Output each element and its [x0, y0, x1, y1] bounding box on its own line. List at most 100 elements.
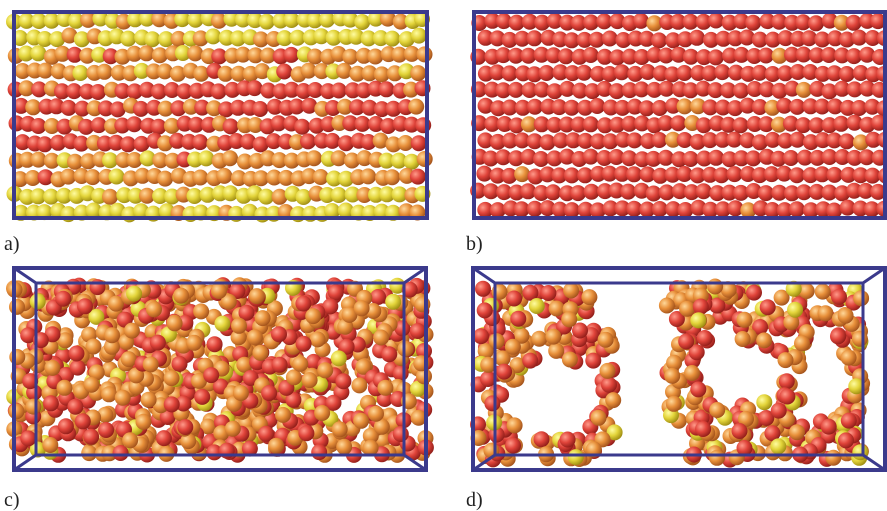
particle: [77, 298, 93, 314]
particle: [126, 286, 142, 302]
particle: [502, 65, 518, 81]
particle: [756, 394, 772, 410]
particle: [666, 396, 682, 412]
figure: a) b) c) d): [0, 0, 887, 511]
particle: [25, 399, 41, 415]
particle: [591, 410, 607, 426]
particle: [43, 395, 59, 411]
particle: [84, 377, 100, 393]
particle: [193, 303, 209, 319]
particle: [222, 185, 238, 201]
particle: [276, 64, 292, 80]
panel-c-particles: [6, 277, 434, 463]
particle: [187, 45, 203, 61]
particle: [779, 373, 795, 389]
particle: [122, 432, 138, 448]
particle: [83, 429, 99, 445]
particle: [561, 311, 577, 327]
particle: [143, 356, 159, 372]
particle: [120, 136, 136, 152]
particle: [75, 413, 91, 429]
particle: [651, 132, 667, 148]
particle: [177, 419, 193, 435]
particle: [841, 413, 857, 429]
particle: [539, 65, 555, 81]
particle: [194, 389, 210, 405]
particle: [211, 283, 227, 299]
particle: [852, 331, 868, 347]
particle: [709, 402, 725, 418]
particle: [126, 116, 142, 132]
particle: [627, 132, 643, 148]
particle: [109, 169, 125, 185]
particle: [393, 426, 409, 442]
particle: [670, 115, 686, 131]
particle: [381, 346, 397, 362]
particle: [489, 333, 505, 349]
particle: [300, 133, 316, 149]
particle: [69, 346, 85, 362]
panel-d-particles: [470, 279, 870, 468]
particle: [331, 83, 347, 99]
particle: [311, 444, 327, 460]
particle: [342, 49, 358, 65]
particle: [156, 430, 172, 446]
particle: [368, 406, 384, 422]
particle: [760, 299, 776, 315]
particle: [193, 66, 209, 82]
particle: [136, 414, 152, 430]
particle: [360, 168, 376, 184]
particle: [384, 31, 400, 47]
particle: [203, 367, 219, 383]
particle: [839, 66, 855, 82]
particle: [223, 118, 239, 134]
particle: [549, 301, 565, 317]
particle: [67, 399, 83, 415]
panel-a-particles: [6, 10, 433, 222]
particle: [605, 392, 621, 408]
particle: [545, 184, 561, 200]
particle: [261, 385, 277, 401]
particle: [684, 365, 700, 381]
particle: [818, 305, 834, 321]
particle: [233, 385, 249, 401]
particle: [733, 83, 749, 99]
particle: [373, 330, 389, 346]
particle: [367, 49, 383, 65]
particle: [255, 310, 271, 326]
particle: [249, 288, 265, 304]
particle: [124, 323, 140, 339]
particle: [144, 31, 160, 47]
particle: [583, 116, 599, 132]
particle: [825, 450, 841, 466]
particle: [417, 46, 433, 62]
particle: [231, 318, 247, 334]
particle: [378, 81, 394, 97]
particle: [746, 285, 762, 301]
particle: [737, 312, 753, 328]
particle: [57, 380, 73, 396]
particle: [522, 353, 538, 369]
particle: [652, 100, 668, 116]
particle: [778, 352, 794, 368]
particle: [676, 65, 692, 81]
particle: [101, 386, 117, 402]
particle: [192, 170, 208, 186]
particle: [305, 308, 321, 324]
particle: [331, 187, 347, 203]
particle: [808, 15, 824, 31]
particle: [733, 117, 749, 133]
particle: [292, 356, 308, 372]
particle: [475, 281, 491, 297]
particle: [332, 421, 348, 437]
particle: [70, 360, 86, 376]
particle: [302, 372, 318, 388]
particle: [531, 331, 547, 347]
particle: [600, 363, 616, 379]
particle: [651, 32, 667, 48]
particle: [198, 150, 214, 166]
particle: [831, 289, 847, 305]
particle: [120, 31, 136, 47]
panel-b-particles: [470, 13, 887, 219]
particle: [510, 311, 526, 327]
